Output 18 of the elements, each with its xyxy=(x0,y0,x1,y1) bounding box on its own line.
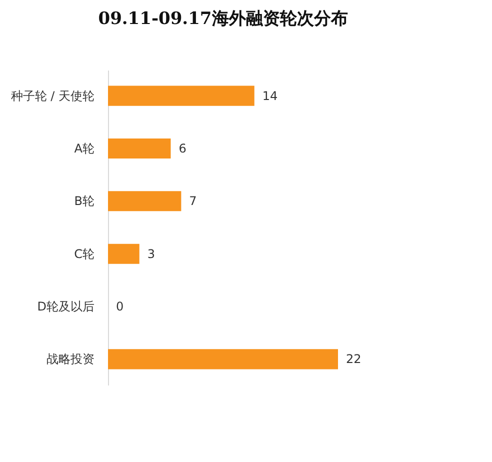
chart-title: 09.11-09.17海外融资轮次分布 xyxy=(98,9,348,29)
data-label: 14 xyxy=(262,88,278,103)
data-label: 0 xyxy=(116,300,124,314)
bar xyxy=(108,138,171,158)
bar xyxy=(108,191,182,212)
data-label: 3 xyxy=(147,246,156,261)
bar xyxy=(108,349,338,370)
y-tick-label: 种子轮 / 天使轮 xyxy=(10,88,94,103)
y-tick-label: C轮 xyxy=(74,246,94,261)
data-label: 7 xyxy=(189,194,197,208)
data-label: 6 xyxy=(178,141,186,156)
bar xyxy=(108,86,254,106)
data-label: 22 xyxy=(346,352,362,366)
y-tick-label: A轮 xyxy=(74,141,94,156)
y-tick-label: 战略投资 xyxy=(46,352,94,366)
y-tick-label: B轮 xyxy=(74,194,94,208)
y-tick-label: D轮及以后 xyxy=(37,300,94,314)
bar xyxy=(108,244,140,264)
